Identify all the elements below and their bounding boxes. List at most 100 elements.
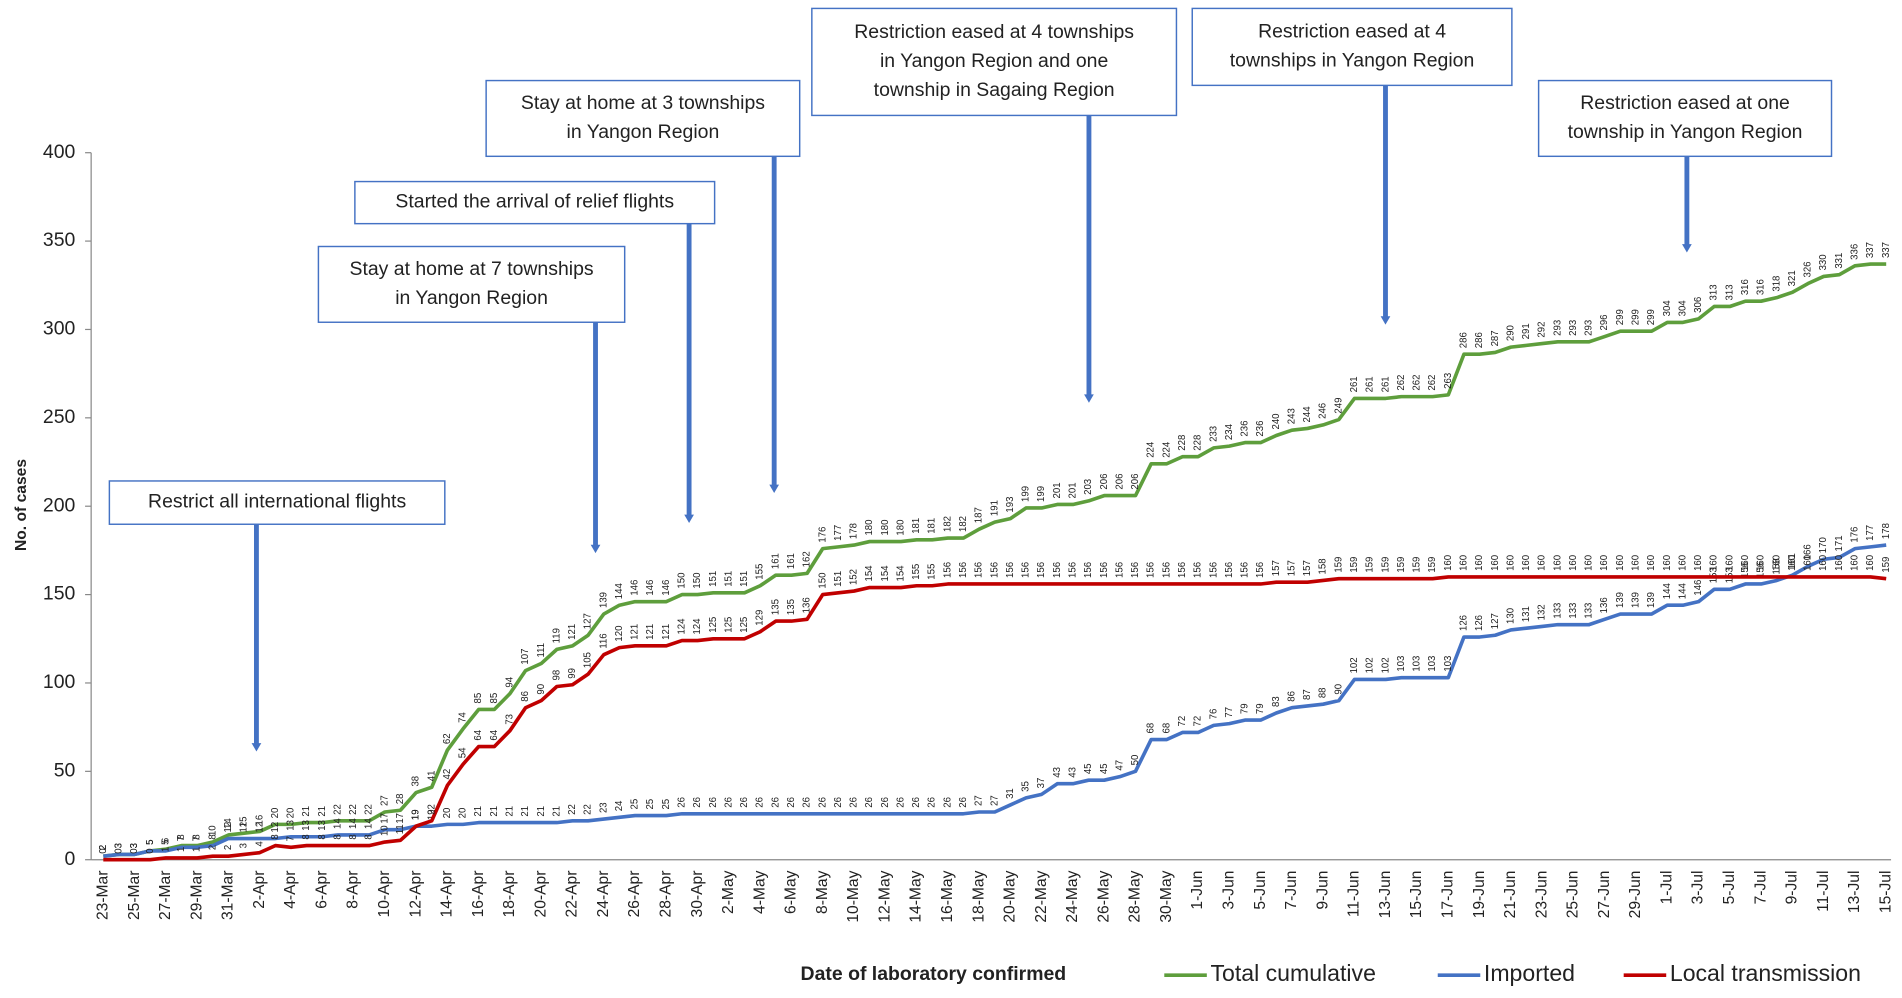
series-line <box>103 262 1887 858</box>
data-label: 98 <box>551 670 562 681</box>
data-label: 299 <box>1615 309 1626 325</box>
data-label: 156 <box>1255 562 1266 578</box>
data-label: 37 <box>1036 778 1047 789</box>
x-tick-label: 4-May <box>751 870 768 914</box>
x-tick-label: 6-May <box>783 870 800 914</box>
data-label: 127 <box>1490 613 1501 629</box>
data-label: 151 <box>833 571 844 587</box>
x-tick-label: 19-Jun <box>1471 871 1488 919</box>
data-label: 160 <box>1584 555 1595 571</box>
data-label: 6 <box>160 838 171 843</box>
data-label: 94 <box>504 676 515 687</box>
data-label: 316 <box>1740 279 1751 295</box>
data-label: 156 <box>1177 562 1188 578</box>
data-label: 201 <box>1067 482 1078 498</box>
data-label: 156 <box>1130 562 1141 578</box>
data-label: 26 <box>942 797 953 808</box>
data-label: 139 <box>1615 592 1626 608</box>
data-label: 160 <box>1458 555 1469 571</box>
annotation-text: in Yangon Region <box>567 121 720 143</box>
x-tick-label: 18-Apr <box>501 871 518 918</box>
data-label: 160 <box>1521 555 1532 571</box>
data-label: 135 <box>786 599 797 615</box>
x-tick-label: 30-May <box>1158 870 1175 922</box>
data-label: 156 <box>1067 562 1078 578</box>
data-label: 23 <box>598 802 609 813</box>
data-label: 135 <box>770 599 781 615</box>
data-label: 27 <box>379 795 390 806</box>
data-label: 22 <box>348 804 359 815</box>
data-label: 125 <box>739 617 750 633</box>
data-label: 14 <box>223 818 234 829</box>
data-label: 103 <box>1412 656 1423 672</box>
data-label: 158 <box>1771 558 1782 574</box>
data-label: 8 <box>332 834 343 839</box>
data-label: 12 <box>254 822 265 833</box>
data-label: 26 <box>786 797 797 808</box>
data-label: 151 <box>723 571 734 587</box>
data-label: 156 <box>1756 562 1767 578</box>
x-tick-label: 26-May <box>1095 870 1112 922</box>
data-label: 133 <box>1584 603 1595 619</box>
data-label: 20 <box>285 808 296 819</box>
data-label: 313 <box>1709 284 1720 300</box>
data-label: 3 <box>129 843 140 848</box>
data-label: 161 <box>770 553 781 569</box>
data-label: 26 <box>958 797 969 808</box>
annotation-arrowhead <box>251 743 262 752</box>
y-tick-label: 100 <box>43 671 75 693</box>
data-label: 152 <box>849 569 860 585</box>
data-label: 291 <box>1521 323 1532 339</box>
data-label: 22 <box>583 804 594 815</box>
data-label: 156 <box>1052 562 1063 578</box>
data-label: 27 <box>989 795 1000 806</box>
data-label: 64 <box>473 729 484 740</box>
data-label: 144 <box>1677 583 1688 600</box>
data-label: 139 <box>1646 592 1657 608</box>
data-label: 120 <box>614 626 625 642</box>
data-label: 181 <box>911 518 922 534</box>
data-label: 262 <box>1396 375 1407 391</box>
data-label: 206 <box>1130 474 1141 490</box>
data-label: 290 <box>1505 325 1516 341</box>
data-label: 159 <box>1333 557 1344 573</box>
data-label: 139 <box>1630 592 1641 608</box>
data-label: 261 <box>1349 376 1360 392</box>
x-tick-label: 14-May <box>908 870 925 922</box>
data-label: 2 <box>98 845 109 850</box>
data-label: 191 <box>989 500 1000 516</box>
annotation-text: in Yangon Region and one <box>880 50 1108 72</box>
data-label: 176 <box>1849 527 1860 543</box>
data-label: 161 <box>1787 553 1798 569</box>
data-label: 86 <box>1286 691 1297 702</box>
annotation-box <box>317 245 626 323</box>
data-label: 8 <box>176 834 187 839</box>
x-tick-label: 22-May <box>1033 870 1050 922</box>
data-label: 156 <box>1114 562 1125 578</box>
x-tick-label: 7-Jul <box>1752 871 1769 905</box>
data-label: 10 <box>379 825 390 836</box>
x-tick-label: 5-Jul <box>1721 871 1738 905</box>
data-label: 26 <box>692 797 703 808</box>
data-label: 236 <box>1255 421 1266 437</box>
data-label: 156 <box>974 562 985 578</box>
data-label: 26 <box>739 797 750 808</box>
data-label: 19 <box>411 809 422 820</box>
annotation-box <box>1537 79 1833 158</box>
data-label: 156 <box>1146 562 1157 578</box>
data-label: 103 <box>1396 656 1407 672</box>
data-label: 262 <box>1427 375 1438 391</box>
annotation-arrowhead <box>1682 244 1692 253</box>
data-label: 20 <box>458 808 469 819</box>
data-label: 156 <box>989 562 1000 578</box>
data-label: 3 <box>113 843 124 848</box>
data-label: 4 <box>254 841 265 847</box>
data-label: 158 <box>1318 558 1329 574</box>
data-label: 154 <box>864 565 875 582</box>
data-label: 263 <box>1443 373 1454 389</box>
data-label: 74 <box>458 712 469 723</box>
data-label: 316 <box>1756 279 1767 295</box>
data-label: 234 <box>1224 423 1235 440</box>
data-label: 146 <box>661 580 672 596</box>
